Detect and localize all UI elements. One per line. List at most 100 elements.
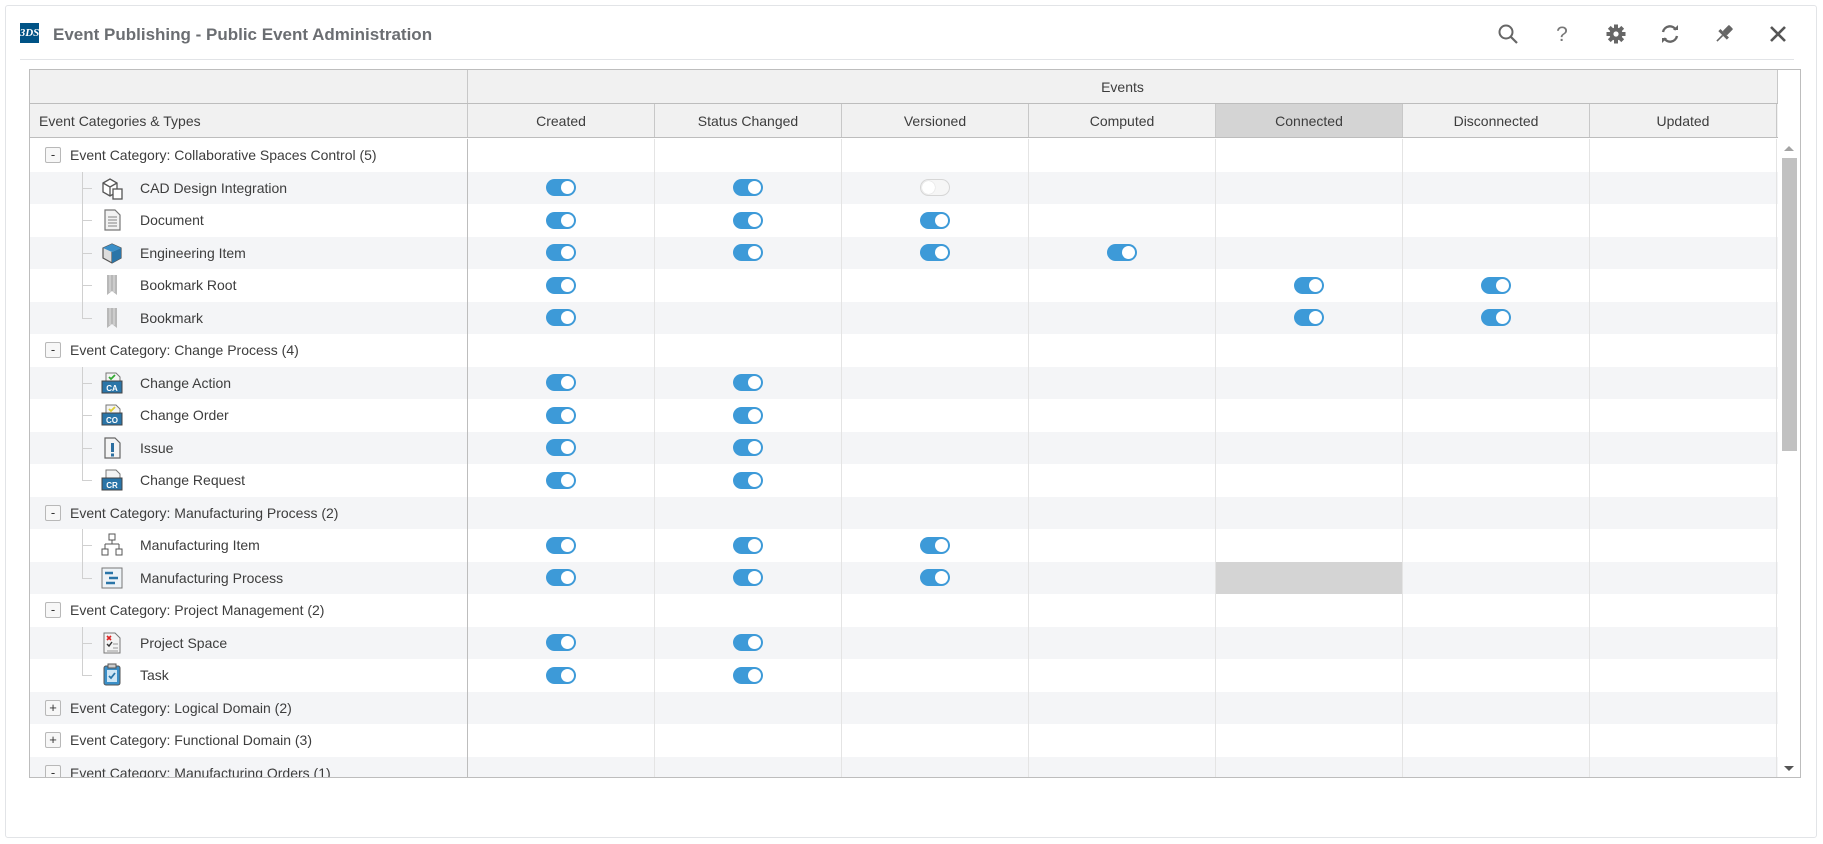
- event-toggle[interactable]: [546, 276, 576, 294]
- event-cell-status-changed: [655, 496, 842, 529]
- event-cell-versioned: [842, 529, 1029, 562]
- event-cell-disconnected: [1403, 691, 1590, 724]
- expand-button[interactable]: +: [45, 732, 61, 749]
- event-toggle[interactable]: [1107, 244, 1137, 262]
- event-cell-updated: [1590, 139, 1777, 172]
- column-header-updated[interactable]: Updated: [1590, 104, 1777, 137]
- event-cell-versioned: [842, 724, 1029, 757]
- event-cell-disconnected: [1403, 659, 1590, 692]
- collapse-button[interactable]: -: [45, 602, 61, 619]
- collapse-button[interactable]: -: [45, 764, 61, 777]
- collapse-button[interactable]: -: [45, 147, 61, 164]
- column-header-status-changed[interactable]: Status Changed: [655, 104, 842, 137]
- vertical-scrollbar[interactable]: [1778, 139, 1800, 777]
- event-cell-versioned: [842, 236, 1029, 269]
- event-cell-updated: [1590, 626, 1777, 659]
- type-label: Manufacturing Process: [140, 569, 284, 586]
- event-toggle[interactable]: [1481, 276, 1511, 294]
- event-toggle[interactable]: [546, 439, 576, 457]
- event-cell-versioned: [842, 691, 1029, 724]
- event-toggle[interactable]: [733, 374, 763, 392]
- expand-button[interactable]: +: [45, 699, 61, 716]
- event-cell-created: [468, 399, 655, 432]
- pin-button[interactable]: [1710, 20, 1738, 48]
- event-cell-computed: [1029, 171, 1216, 204]
- event-toggle[interactable]: [546, 309, 576, 327]
- manufacturing-process-icon: [101, 567, 123, 588]
- event-toggle[interactable]: [733, 179, 763, 197]
- event-toggle[interactable]: [546, 666, 576, 684]
- event-cell-disconnected: [1403, 399, 1590, 432]
- tree-cell: - Event Category: Manufacturing Process (…: [30, 496, 468, 529]
- search-button[interactable]: [1494, 20, 1522, 48]
- event-cell-created: [468, 366, 655, 399]
- collapse-button[interactable]: -: [45, 504, 61, 521]
- event-cell-disconnected: [1403, 236, 1590, 269]
- event-toggle[interactable]: [546, 211, 576, 229]
- event-cell-updated: [1590, 464, 1777, 497]
- event-cell-connected: [1216, 496, 1403, 529]
- column-header-computed[interactable]: Computed: [1029, 104, 1216, 137]
- event-toggle[interactable]: [733, 666, 763, 684]
- help-button[interactable]: ?: [1548, 20, 1576, 48]
- event-cell-created: [468, 334, 655, 367]
- header-divider: [20, 59, 1794, 60]
- close-button[interactable]: [1764, 20, 1792, 48]
- column-header-connected[interactable]: Connected: [1216, 104, 1403, 137]
- scrollbar-thumb[interactable]: [1782, 158, 1797, 451]
- grid-body: - Event Category: Collaborative Spaces Co…: [30, 139, 1778, 777]
- event-toggle[interactable]: [920, 569, 950, 587]
- tree-cell: Manufacturing Process: [30, 561, 468, 594]
- refresh-button[interactable]: [1656, 20, 1684, 48]
- event-toggle[interactable]: [920, 179, 950, 197]
- event-toggle[interactable]: [733, 244, 763, 262]
- event-toggle[interactable]: [920, 244, 950, 262]
- event-cell-connected: [1216, 626, 1403, 659]
- event-cell-updated: [1590, 659, 1777, 692]
- event-toggle[interactable]: [546, 374, 576, 392]
- event-cell-computed: [1029, 269, 1216, 302]
- event-toggle[interactable]: [546, 471, 576, 489]
- column-header-versioned[interactable]: Versioned: [842, 104, 1029, 137]
- event-cell-created: [468, 139, 655, 172]
- type-row: CAD Design Integration: [30, 171, 1778, 204]
- event-toggle[interactable]: [733, 211, 763, 229]
- event-toggle[interactable]: [733, 569, 763, 587]
- event-toggle[interactable]: [546, 634, 576, 652]
- event-toggle[interactable]: [920, 211, 950, 229]
- type-label: Task: [140, 667, 169, 683]
- event-toggle[interactable]: [546, 179, 576, 197]
- column-header-disconnected[interactable]: Disconnected: [1403, 104, 1590, 137]
- type-label: Change Order: [140, 407, 229, 423]
- event-toggle[interactable]: [733, 634, 763, 652]
- event-toggle[interactable]: [546, 244, 576, 262]
- event-toggle[interactable]: [733, 439, 763, 457]
- event-toggle[interactable]: [1294, 276, 1324, 294]
- column-header-created[interactable]: Created: [468, 104, 655, 137]
- category-row: - Event Category: Change Process (4): [30, 334, 1778, 367]
- event-cell-disconnected: [1403, 594, 1590, 627]
- event-toggle[interactable]: [546, 406, 576, 424]
- event-toggle[interactable]: [920, 536, 950, 554]
- bookmark-icon: [107, 307, 117, 328]
- scroll-down-arrow[interactable]: [1784, 766, 1794, 771]
- event-cell-updated: [1590, 594, 1777, 627]
- tree-cell: Document: [30, 204, 468, 237]
- group-header-row: Events: [30, 70, 1778, 104]
- event-toggle[interactable]: [1481, 309, 1511, 327]
- column-header-categories[interactable]: Event Categories & Types: [30, 104, 468, 137]
- event-toggle[interactable]: [546, 569, 576, 587]
- event-toggle[interactable]: [1294, 309, 1324, 327]
- change-request-icon: CR: [101, 469, 123, 491]
- event-toggle[interactable]: [733, 406, 763, 424]
- collapse-button[interactable]: -: [45, 342, 61, 359]
- settings-button[interactable]: [1602, 20, 1630, 48]
- event-cell-versioned: [842, 659, 1029, 692]
- scroll-up-arrow[interactable]: [1784, 146, 1794, 151]
- event-toggle[interactable]: [733, 536, 763, 554]
- event-toggle[interactable]: [546, 536, 576, 554]
- event-cell-disconnected: [1403, 204, 1590, 237]
- event-toggle[interactable]: [733, 471, 763, 489]
- event-cell-created: [468, 204, 655, 237]
- tree-connector: [82, 236, 94, 269]
